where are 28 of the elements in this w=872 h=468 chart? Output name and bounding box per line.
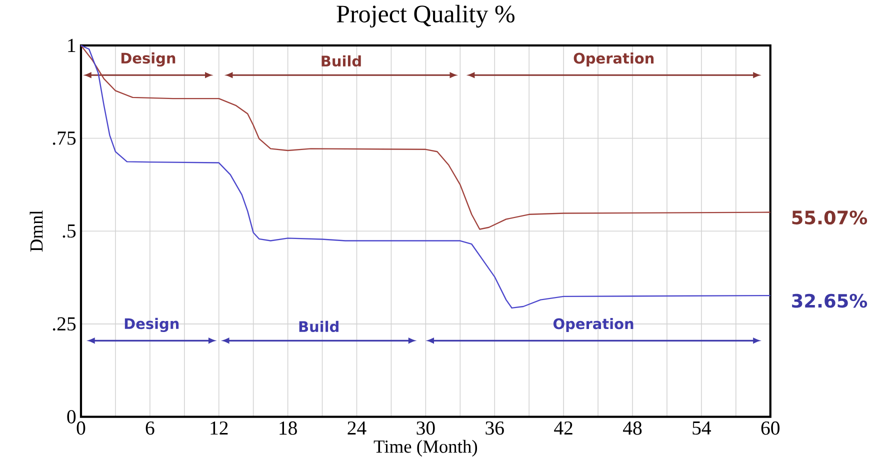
x-axis-title: Time (Month) xyxy=(374,440,478,457)
series-label: 55.07% xyxy=(792,210,868,224)
x-tick-label: 48 xyxy=(623,421,642,435)
x-tick-label: 54 xyxy=(692,421,711,435)
annotation: Operation xyxy=(574,52,654,66)
x-tick-label: 12 xyxy=(210,421,228,434)
series-label: 32.65% xyxy=(792,294,868,308)
y-tick-label: 0 xyxy=(67,410,76,424)
y-axis-title: Dmnl xyxy=(30,210,43,252)
annotation: Build xyxy=(322,55,361,66)
y-tick-label: .75 xyxy=(52,132,76,145)
x-tick-label: 18 xyxy=(280,421,297,435)
line-series xyxy=(80,44,771,230)
x-tick-label: 0 xyxy=(76,421,86,435)
annotation: Build xyxy=(299,320,338,332)
x-tick-label: 42 xyxy=(554,421,572,434)
y-tick-label: 1 xyxy=(68,38,76,52)
x-tick-label: 30 xyxy=(416,421,435,435)
y-tick-label: .5 xyxy=(62,224,76,238)
annotation: Design xyxy=(121,52,176,66)
x-tick-label: 36 xyxy=(486,421,504,435)
x-tick-label: 6 xyxy=(146,421,154,435)
annotation: Design xyxy=(124,318,179,332)
chart-title: Project Quality % xyxy=(336,4,514,28)
x-tick-label: 60 xyxy=(761,421,780,435)
annotation: Operation xyxy=(553,318,634,332)
y-tick-label: .25 xyxy=(52,317,76,331)
x-tick-label: 24 xyxy=(348,421,366,434)
